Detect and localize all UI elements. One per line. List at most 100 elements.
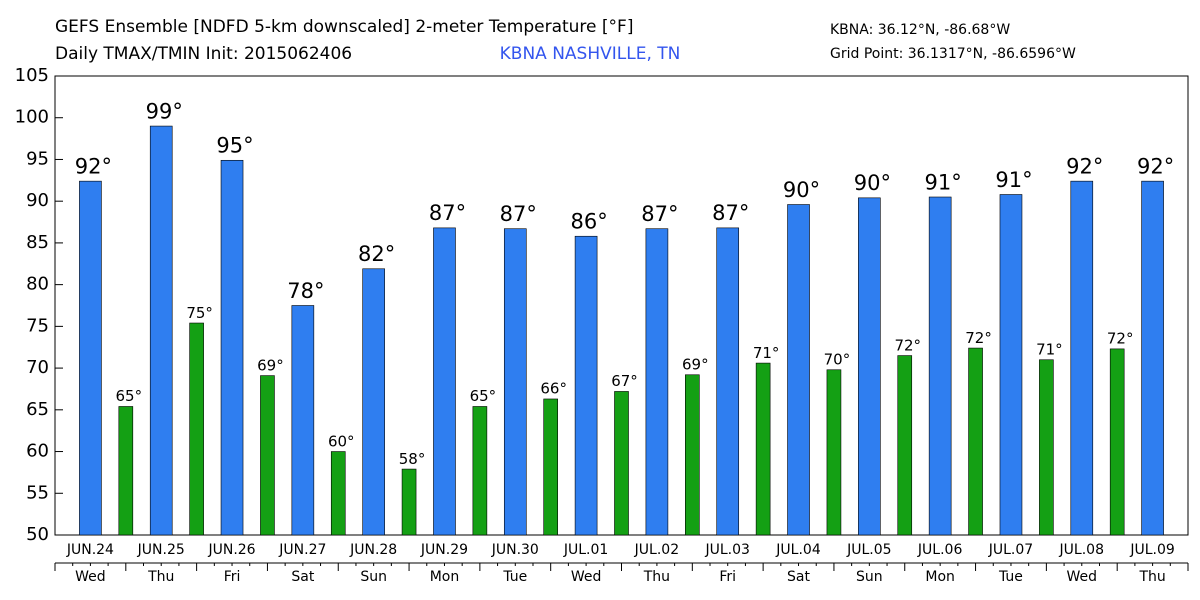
x-tick-label: JUN.26 [207,542,255,558]
weekday-label: Thu [643,569,670,585]
bar [220,159,244,536]
value-label: 86° [570,210,607,234]
weekday-label: Tue [502,569,527,585]
chart-subtitle: Daily TMAX/TMIN Init: 2015062406 [55,44,352,64]
value-label: 65° [116,387,143,405]
y-tick-label: 50 [26,524,49,545]
y-tick-label: 90 [26,190,49,211]
weekday-label: Fri [719,569,736,585]
y-tick-label: 60 [26,441,49,462]
bar [1039,359,1054,536]
y-tick-label: 105 [15,65,49,86]
bar [685,374,700,536]
value-label: 69° [257,356,284,374]
value-label: 82° [358,242,395,266]
bar [645,228,669,536]
bar [999,194,1023,536]
value-label: 72° [894,336,921,354]
value-label: 72° [965,329,992,347]
x-tick-label: JUL.02 [634,542,679,558]
bar [291,305,315,536]
bar [826,369,842,536]
bar [928,196,952,536]
bar [189,322,204,536]
y-tick-label: 70 [26,357,49,378]
value-label: 65° [470,387,497,405]
value-label: 71° [753,344,780,362]
bar [787,204,810,536]
y-tick-label: 55 [26,482,49,503]
x-tick-label: JUL.06 [917,542,963,558]
bar [260,375,275,536]
value-label: 90° [854,171,891,195]
weekday-label: Mon [430,569,460,585]
bar [897,355,913,536]
weekday-label: Thu [147,569,174,585]
bar [1141,180,1164,536]
weekday-label: Thu [1138,569,1165,585]
x-tick-label: JUN.28 [349,542,397,558]
bar [401,468,417,536]
value-label: 87° [429,201,466,225]
weekday-label: Wed [571,569,602,585]
value-label: 72° [1107,330,1134,348]
x-tick-label: JUL.01 [563,542,608,558]
y-tick-label: 65 [26,399,49,420]
bar [858,197,881,536]
bar [968,347,983,536]
value-label: 92° [75,155,112,179]
value-label: 66° [540,380,567,398]
weekday-label: Sun [856,569,883,585]
bar [1070,180,1094,536]
value-label: 87° [500,202,537,226]
x-tick-label: JUN.25 [137,542,185,558]
y-tick-label: 75 [26,315,49,336]
location: KBNA NASHVILLE, TN [500,44,681,64]
value-label: 75° [186,304,213,322]
weekday-label: Wed [75,569,106,585]
weekday-label: Sat [291,569,314,585]
value-label: 58° [399,450,426,468]
weekday-label: Tue [998,569,1023,585]
x-tick-label: JUL.03 [704,542,749,558]
y-tick-label: 85 [26,232,49,253]
bar [330,451,346,536]
x-tick-label: JUL.07 [988,542,1033,558]
bar [362,268,385,536]
value-label: 91° [995,168,1032,192]
bar [543,398,558,536]
bar [149,125,173,536]
weekday-label: Sat [787,569,810,585]
bar [1109,348,1125,536]
x-tick-label: JUN.30 [491,542,539,558]
bar [472,406,488,536]
x-tick-label: JUL.08 [1059,542,1104,558]
weekday-label: Fri [224,569,241,585]
value-label: 99° [146,99,183,123]
weekday-label: Sun [360,569,387,585]
value-label: 90° [783,178,820,202]
grid-point: Grid Point: 36.1317°N, -86.6596°W [830,46,1076,62]
value-label: 67° [611,372,638,390]
station-coords: KBNA: 36.12°N, -86.68°W [830,22,1010,38]
bar [118,406,134,536]
y-tick-label: 80 [26,274,49,295]
weekday-label: Wed [1067,569,1098,585]
value-label: 70° [824,351,851,369]
bar [433,227,456,536]
value-label: 69° [682,356,709,374]
y-tick-label: 95 [26,148,49,169]
x-tick-label: JUN.29 [420,542,468,558]
value-label: 92° [1137,155,1174,179]
x-tick-label: JUL.04 [775,542,821,558]
y-tick-label: 100 [15,107,49,128]
x-tick-label: JUN.27 [278,542,326,558]
x-tick-label: JUL.05 [846,542,891,558]
bar [574,235,598,536]
value-label: 87° [641,202,678,226]
value-label: 92° [1066,155,1103,179]
bar [755,362,771,536]
bar [503,228,527,536]
bar [614,391,629,536]
